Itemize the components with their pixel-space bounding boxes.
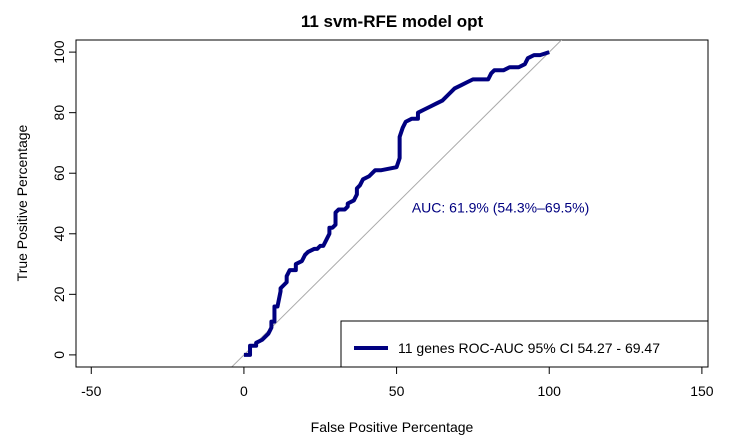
series-layer (243, 50, 550, 357)
legend-box (340, 320, 709, 368)
legend: 11 genes ROC-AUC 95% CI 54.27 - 69.47 (340, 320, 709, 368)
reference-line-layer (231, 40, 563, 367)
y-tick-label: 40 (51, 226, 67, 242)
legend-entry-label: 11 genes ROC-AUC 95% CI 54.27 - 69.47 (398, 340, 660, 356)
y-tick-label: 60 (51, 165, 67, 181)
plot-frame (75, 39, 709, 368)
x-axis-label: False Positive Percentage (311, 419, 474, 435)
x-axis: -50 0 50 100 150 (81, 366, 714, 399)
x-tick-label: 100 (538, 383, 562, 399)
x-tick-label: -50 (81, 383, 101, 399)
reference-diagonal-line (231, 40, 563, 367)
y-tick-label: 80 (51, 105, 67, 121)
chart-title: 11 svm-RFE model opt (301, 12, 484, 31)
y-tick-label: 100 (51, 40, 67, 64)
x-tick-label: 0 (240, 383, 248, 399)
auc-annotation: AUC: 61.9% (54.3%–69.5%) (412, 200, 589, 216)
y-axis-label: True Positive Percentage (14, 124, 30, 281)
y-axis: 0 20 40 60 80 100 (51, 40, 77, 359)
x-tick-label: 150 (690, 383, 714, 399)
x-tick-label: 50 (389, 383, 405, 399)
y-tick-label: 0 (51, 351, 67, 359)
y-tick-label: 20 (51, 286, 67, 302)
roc-curve-line (243, 50, 550, 357)
